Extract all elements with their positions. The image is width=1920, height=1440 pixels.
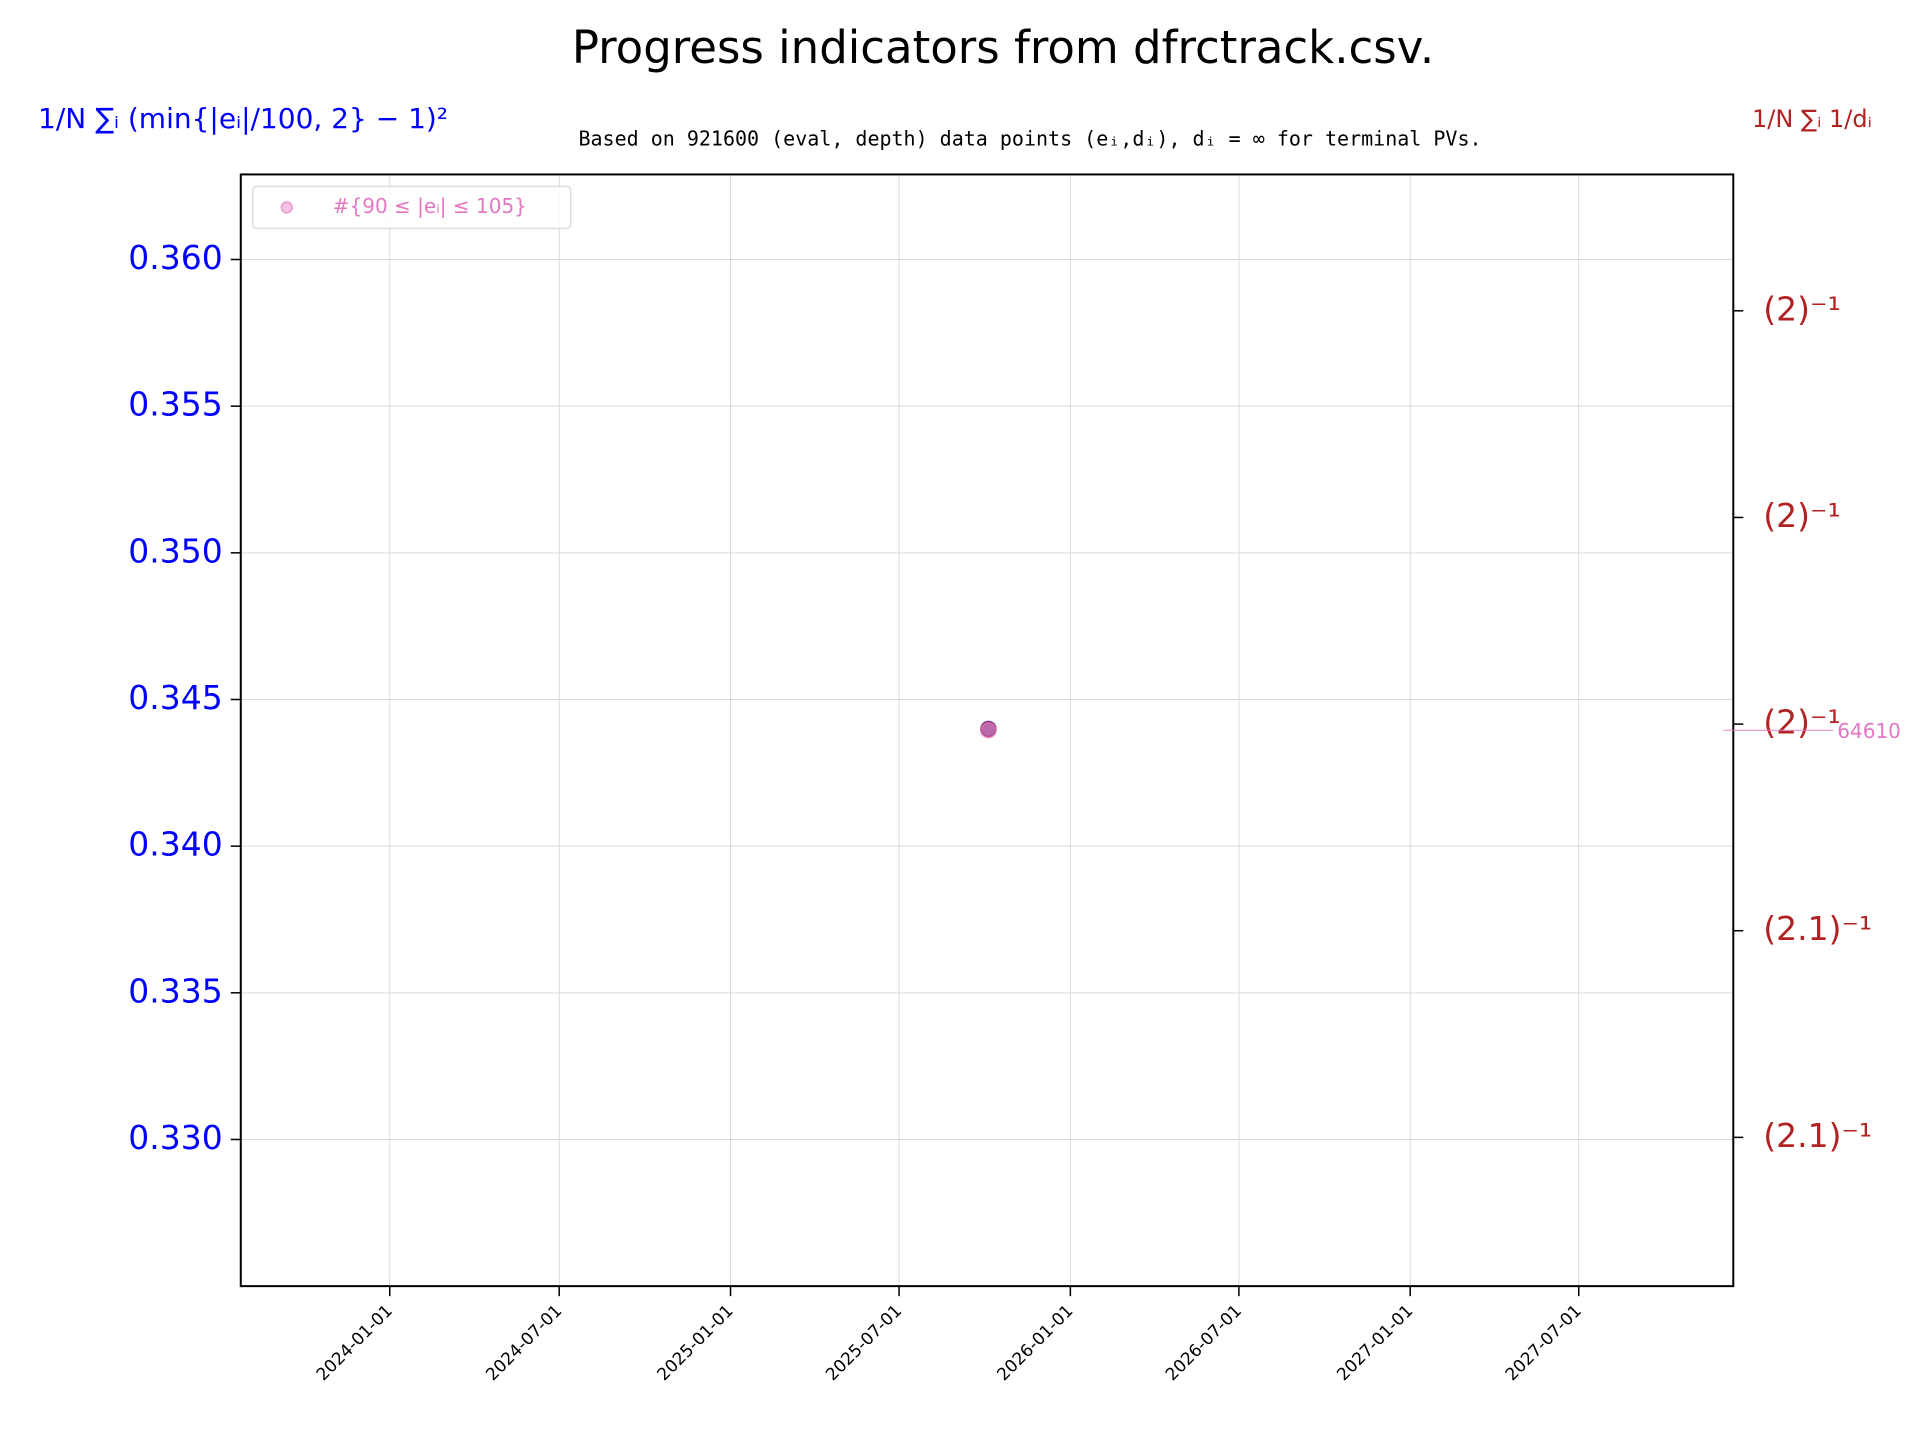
legend-box <box>252 185 572 230</box>
chart-title: Progress indicators from dfrctrack.csv. <box>572 21 1434 74</box>
point <box>980 722 997 739</box>
y2-axis-label: 1/N ∑ᵢ 1/dᵢ <box>1752 105 1872 133</box>
y-tick-label: 0.360 <box>128 238 222 277</box>
y-tick-label: 0.350 <box>128 531 222 570</box>
y2-tick-label: (2)⁻¹ <box>1763 496 1840 535</box>
y-tick-label: 0.345 <box>128 678 222 717</box>
chart-subtitle: Based on 921600 (eval, depth) data point… <box>578 127 1481 151</box>
y-tick-label: 0.340 <box>128 825 222 864</box>
legend-label: #{90 ≤ |eᵢ| ≤ 105} <box>333 194 527 218</box>
y2-tick-label: (2)⁻¹ <box>1763 289 1840 328</box>
y-tick-label: 0.355 <box>128 385 222 424</box>
y2-tick-label: (2.1)⁻¹ <box>1763 909 1872 948</box>
y-axis-label: 1/N ∑ᵢ (min{|eᵢ|/100, 2} − 1)² <box>38 102 448 135</box>
count-label: 64610 <box>1837 719 1901 743</box>
legend-marker <box>280 201 294 214</box>
y2-tick-label: (2)⁻¹ <box>1763 703 1840 742</box>
y-tick-label: 0.335 <box>128 971 222 1010</box>
y-tick-label: 0.330 <box>128 1118 222 1157</box>
y2-tick-label: (2.1)⁻¹ <box>1763 1116 1872 1155</box>
